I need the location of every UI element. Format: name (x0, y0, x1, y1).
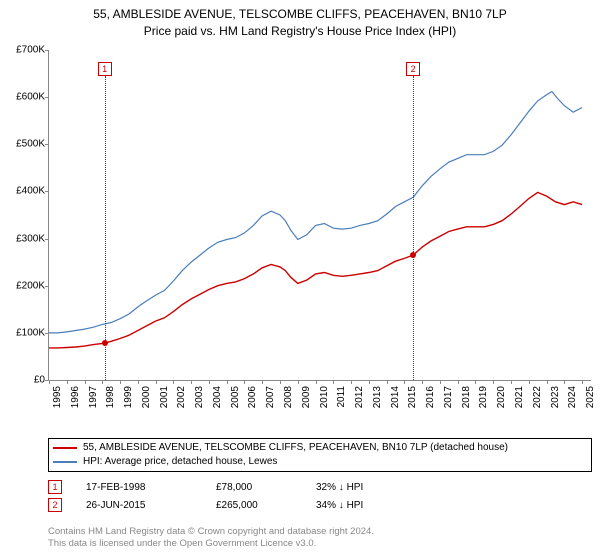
x-tick-label: 2008 (283, 386, 294, 408)
marker-dot (410, 252, 416, 258)
y-tick-label: £100K (3, 327, 45, 338)
x-tick-label: 2016 (425, 386, 436, 408)
legend-item: 55, AMBLESIDE AVENUE, TELSCOMBE CLIFFS, … (53, 441, 587, 455)
title-line-2: Price paid vs. HM Land Registry's House … (0, 23, 600, 40)
plot-region: £0£100K£200K£300K£400K£500K£600K£700K199… (48, 50, 591, 381)
event-badge: 1 (48, 480, 62, 494)
x-tick-label: 2002 (176, 386, 187, 408)
y-tick-label: £400K (3, 186, 45, 197)
events-table: 1 17-FEB-1998£78,00032% ↓ HPI 2 26-JUN-2015… (48, 476, 592, 516)
series-hpi (49, 92, 582, 333)
x-tick-label: 2011 (336, 386, 347, 408)
marker-vline (105, 76, 106, 380)
x-tick-label: 1997 (88, 386, 99, 408)
legend-swatch (53, 447, 77, 449)
x-tick-label: 2000 (141, 386, 152, 408)
y-tick-label: £700K (3, 45, 45, 56)
event-diff: 34% ↓ HPI (316, 500, 592, 511)
x-tick-label: 2020 (496, 386, 507, 408)
marker-dot (102, 340, 108, 346)
x-tick-label: 1998 (105, 386, 116, 408)
event-row: 2 26-JUN-2015£265,00034% ↓ HPI (48, 498, 592, 512)
x-tick-label: 2005 (230, 386, 241, 408)
x-tick-label: 2009 (301, 386, 312, 408)
y-tick-label: £500K (3, 139, 45, 150)
legend-label: HPI: Average price, detached house, Lewe… (83, 455, 277, 469)
event-price: £265,000 (216, 500, 316, 511)
marker-badge: 2 (406, 62, 420, 76)
x-tick-label: 2004 (212, 386, 223, 408)
x-tick-label: 1996 (70, 386, 81, 408)
event-price: £78,000 (216, 482, 316, 493)
legend-label: 55, AMBLESIDE AVENUE, TELSCOMBE CLIFFS, … (83, 441, 508, 455)
y-tick-label: £300K (3, 233, 45, 244)
x-tick-label: 2019 (478, 386, 489, 408)
x-tick-label: 2022 (532, 386, 543, 408)
y-tick-label: £200K (3, 280, 45, 291)
x-tick-label: 2015 (407, 386, 418, 408)
x-tick-label: 2007 (265, 386, 276, 408)
chart-container: 55, AMBLESIDE AVENUE, TELSCOMBE CLIFFS, … (0, 0, 600, 560)
x-tick-label: 2001 (159, 386, 170, 408)
x-tick-label: 2017 (443, 386, 454, 408)
legend-swatch (53, 461, 77, 463)
event-date: 17-FEB-1998 (86, 482, 216, 493)
y-tick-label: £0 (3, 375, 45, 386)
x-tick-label: 1995 (52, 386, 63, 408)
legend-box: 55, AMBLESIDE AVENUE, TELSCOMBE CLIFFS, … (48, 438, 592, 472)
title-block: 55, AMBLESIDE AVENUE, TELSCOMBE CLIFFS, … (0, 0, 600, 40)
x-tick-label: 2023 (550, 386, 561, 408)
footer-line-1: Contains HM Land Registry data © Crown c… (48, 526, 374, 538)
legend-item: HPI: Average price, detached house, Lewe… (53, 455, 587, 469)
y-tick-label: £600K (3, 92, 45, 103)
x-tick-label: 2003 (194, 386, 205, 408)
series-price_paid (49, 192, 582, 348)
x-tick-label: 2013 (372, 386, 383, 408)
chart-svg (49, 50, 591, 380)
x-tick-label: 2012 (354, 386, 365, 408)
footer-attribution: Contains HM Land Registry data © Crown c… (48, 526, 374, 551)
x-tick-label: 2010 (319, 386, 330, 408)
x-tick-label: 1999 (123, 386, 134, 408)
chart-area: £0£100K£200K£300K£400K£500K£600K£700K199… (48, 50, 590, 398)
x-tick-label: 2021 (514, 386, 525, 408)
footer-line-2: This data is licensed under the Open Gov… (48, 538, 374, 550)
x-tick-label: 2014 (390, 386, 401, 408)
event-diff: 32% ↓ HPI (316, 482, 592, 493)
event-badge: 2 (48, 498, 62, 512)
title-line-1: 55, AMBLESIDE AVENUE, TELSCOMBE CLIFFS, … (0, 6, 600, 23)
x-tick-label: 2006 (247, 386, 258, 408)
marker-badge: 1 (98, 62, 112, 76)
event-row: 1 17-FEB-1998£78,00032% ↓ HPI (48, 480, 592, 494)
x-tick-label: 2025 (585, 386, 596, 408)
x-tick-label: 2018 (461, 386, 472, 408)
x-tick-label: 2024 (567, 386, 578, 408)
event-date: 26-JUN-2015 (86, 500, 216, 511)
marker-vline (413, 76, 414, 380)
